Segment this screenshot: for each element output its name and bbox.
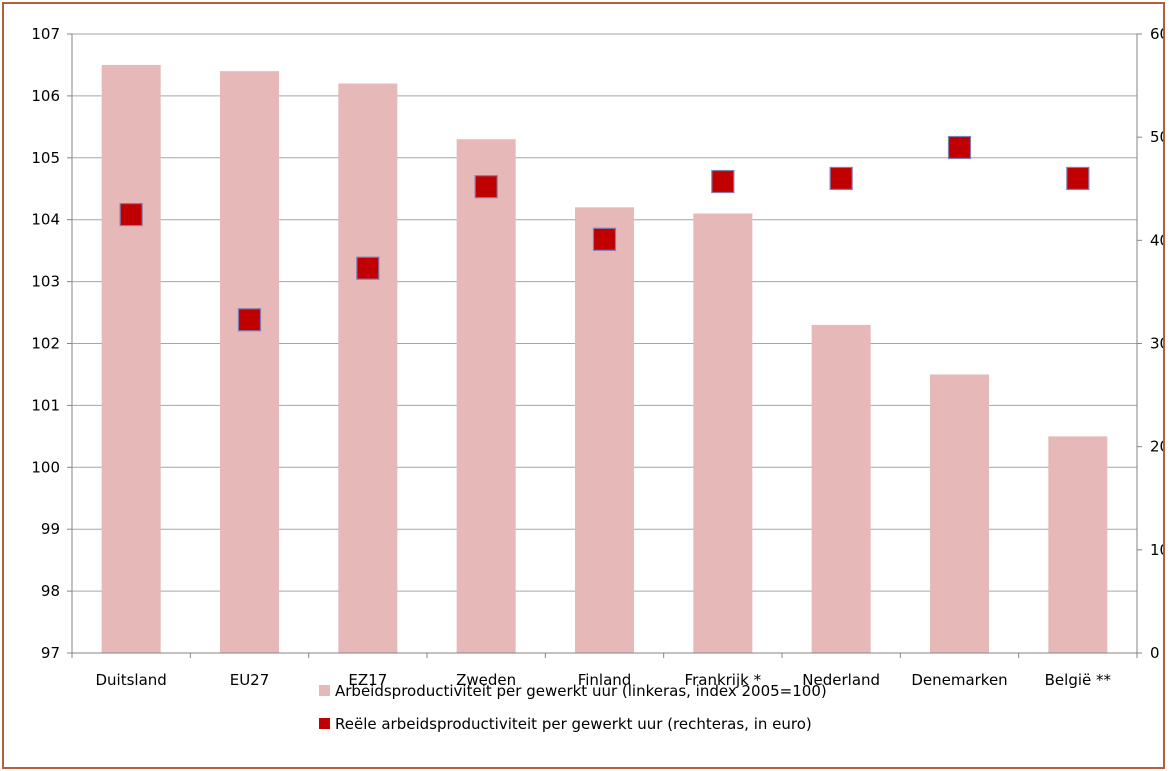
marker-point — [356, 256, 380, 280]
right-tick-label: 40 — [1150, 231, 1165, 249]
bar — [220, 71, 279, 653]
left-tick-label: 98 — [41, 582, 60, 600]
left-tick-label: 106 — [31, 87, 60, 105]
category-label: Nederland — [802, 671, 880, 689]
right-tick-label: 0 — [1150, 644, 1160, 662]
left-tick-label: 103 — [31, 273, 60, 291]
category-label: Frankrijk * — [685, 671, 762, 689]
right-tick-label: 30 — [1150, 335, 1165, 353]
left-tick-label: 97 — [41, 644, 60, 662]
category-label: Denemarken — [911, 671, 1007, 689]
bar-series — [101, 64, 1108, 654]
bar — [811, 324, 871, 653]
bar — [575, 207, 634, 653]
right-tick-label: 20 — [1150, 438, 1165, 456]
marker-point — [474, 175, 498, 199]
marker-point — [119, 202, 143, 227]
bar — [456, 139, 516, 654]
category-label: EU27 — [230, 671, 270, 689]
category-label: België ** — [1045, 671, 1112, 689]
marker-point — [829, 166, 853, 191]
bar — [1048, 436, 1108, 653]
bar — [338, 83, 398, 653]
legend-swatch-marker — [319, 718, 330, 729]
left-tick-label: 105 — [31, 149, 60, 167]
bar — [930, 374, 989, 653]
right-tick-label: 50 — [1150, 128, 1165, 146]
left-tick-label: 104 — [31, 211, 60, 229]
marker-point — [947, 135, 972, 160]
left-tick-label: 102 — [31, 335, 60, 353]
legend: Arbeidsproductiviteit per gewerkt uur (l… — [319, 682, 827, 733]
legend-swatch-bar — [319, 685, 330, 696]
marker-point — [237, 308, 262, 332]
right-tick-label: 10 — [1150, 541, 1165, 559]
left-tick-label: 107 — [31, 25, 60, 43]
bar — [693, 213, 753, 653]
combo-chart: 97 98 99 100 101 102 103 104 105 106 107 0 10 20 30 40 5… — [31, 25, 1165, 733]
category-label: Zweden — [456, 671, 516, 689]
category-label: EZ17 — [348, 671, 387, 689]
left-tick-label: 100 — [31, 458, 60, 476]
legend-label-marker: Reële arbeidsproductiviteit per gewerkt … — [335, 715, 812, 733]
right-tick-label: 60 — [1150, 25, 1165, 43]
bar — [101, 64, 161, 653]
category-label: Duitsland — [96, 671, 167, 689]
marker-point — [592, 227, 617, 251]
marker-point — [711, 169, 735, 194]
category-label: Finland — [578, 671, 632, 689]
left-tick-label: 101 — [31, 396, 60, 414]
marker-series — [119, 135, 1090, 332]
legend-label-bar: Arbeidsproductiviteit per gewerkt uur (l… — [335, 682, 827, 700]
axes: 97 98 99 100 101 102 103 104 105 106 107 0 10 20 30 40 5… — [31, 25, 1165, 689]
left-tick-label: 99 — [41, 520, 60, 538]
marker-point — [1066, 166, 1090, 191]
